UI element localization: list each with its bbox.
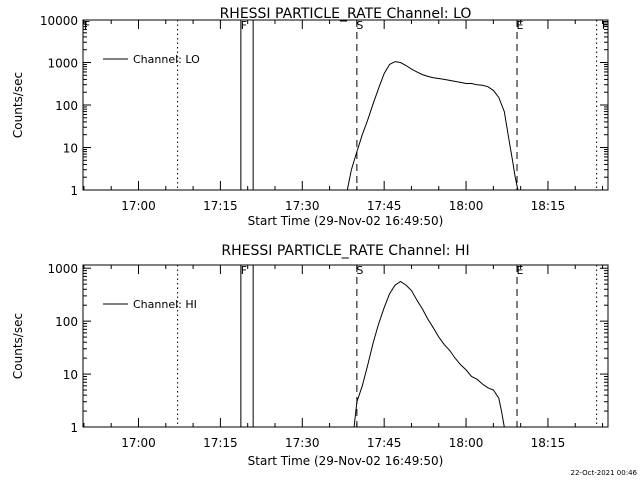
y-tick-label: 1	[70, 421, 78, 435]
y-tick-label: 100	[55, 315, 78, 329]
x-tick-label: 17:00	[121, 199, 156, 213]
x-tick-label: 17:30	[285, 436, 320, 450]
y-axis-label: Counts/sec	[11, 313, 25, 379]
marker-label: E	[517, 19, 524, 32]
y-tick-label: 10	[63, 142, 78, 156]
x-tick-label: 17:00	[121, 436, 156, 450]
series-line	[353, 280, 505, 428]
hi-channel-panel: RHESSI PARTICLE_RATE Channel: HI Counts/s…	[11, 243, 609, 468]
x-axis-label: Start Time (29-Nov-02 16:49:50)	[248, 454, 444, 468]
y-tick-label: 1	[70, 184, 78, 198]
x-tick-label: 18:15	[531, 436, 566, 450]
plot-frame	[82, 264, 609, 428]
marker-label: F	[241, 19, 247, 32]
x-tick-label: 17:15	[203, 436, 238, 450]
series-line	[346, 61, 519, 191]
y-tick-label: 1000	[47, 262, 78, 276]
x-tick-label: 17:45	[367, 436, 402, 450]
legend-label: Channel: LO	[133, 53, 200, 66]
x-tick-label: 18:00	[449, 436, 484, 450]
x-axis-label: Start Time (29-Nov-02 16:49:50)	[248, 214, 444, 228]
corner-mark-right: F	[602, 19, 608, 32]
y-tick-label: 10000	[40, 14, 78, 28]
plot-frame	[82, 19, 609, 191]
footer-timestamp: 22-Oct-2021 00:46	[571, 469, 638, 477]
y-tick-label: 10	[63, 368, 78, 382]
x-tick-label: 17:15	[203, 199, 238, 213]
y-tick-label: 1000	[47, 57, 78, 71]
marker-label: S	[356, 264, 363, 277]
x-tick-label: 18:00	[449, 199, 484, 213]
y-tick-label: 100	[55, 99, 78, 113]
x-tick-label: 17:45	[367, 199, 402, 213]
y-axis-label: Counts/sec	[11, 72, 25, 138]
lo-channel-panel: RHESSI PARTICLE_RATE Channel: LO Counts/s…	[11, 6, 609, 228]
chart-title: RHESSI PARTICLE_RATE Channel: HI	[221, 243, 469, 259]
chart-title: RHESSI PARTICLE_RATE Channel: LO	[220, 6, 472, 22]
x-tick-label: 18:15	[531, 199, 566, 213]
marker-label: E	[517, 264, 524, 277]
legend-label: Channel: HI	[133, 298, 197, 311]
x-tick-label: 17:30	[285, 199, 320, 213]
marker-label: F	[241, 264, 247, 277]
corner-mark-left: F	[84, 19, 90, 32]
marker-label: S	[356, 19, 363, 32]
